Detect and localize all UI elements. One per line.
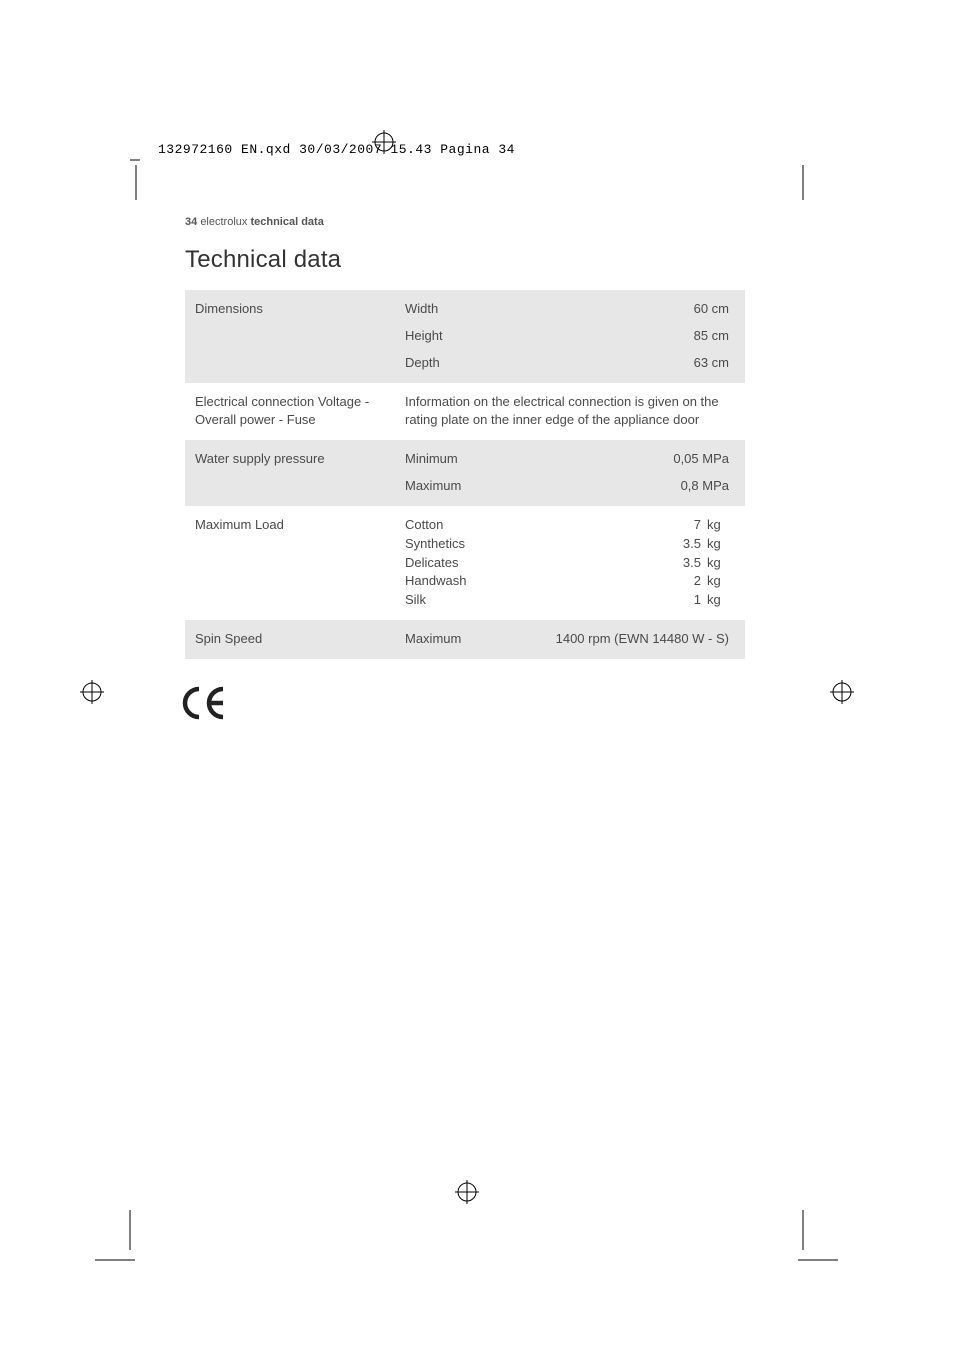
- slug-line: 132972160 EN.qxd 30/03/2007 15.43 Pagina…: [158, 142, 515, 157]
- ce-mark-icon: [181, 685, 745, 726]
- running-head: 34 electrolux technical data: [185, 216, 745, 228]
- load-synthetics-unit: kg: [707, 535, 735, 554]
- crop-mark-bottom-right: [788, 1210, 848, 1290]
- dim-height-value: 85 cm: [641, 327, 735, 346]
- load-cotton-unit: kg: [707, 516, 735, 535]
- load-synthetics-name: Synthetics: [405, 535, 641, 554]
- water-max-value: 0,8 MPa: [641, 477, 735, 496]
- spin-name: Maximum: [405, 630, 495, 649]
- load-handwash-unit: kg: [707, 572, 735, 591]
- registration-mark-bottom: [455, 1180, 479, 1204]
- row-max-load: Maximum Load Cotton 7 kg Synthetics 3.5 …: [185, 506, 745, 620]
- page-content: 34 electrolux technical data Technical d…: [185, 216, 745, 726]
- label-electrical: Electrical connection Voltage - Overall …: [195, 393, 405, 431]
- load-synthetics-value: 3.5: [641, 535, 707, 554]
- row-water: Water supply pressure Minimum 0,05 MPa M…: [185, 440, 745, 506]
- row-dimensions: Dimensions Width 60 cm Height 85 cm Dept…: [185, 290, 745, 383]
- load-cotton-value: 7: [641, 516, 707, 535]
- page-title: Technical data: [185, 246, 745, 274]
- crop-mark-top-right: [788, 130, 818, 200]
- row-electrical: Electrical connection Voltage - Overall …: [185, 383, 745, 441]
- label-max-load: Maximum Load: [195, 516, 405, 610]
- label-dimensions: Dimensions: [195, 300, 405, 373]
- label-spin: Spin Speed: [195, 630, 405, 649]
- load-delicates-value: 3.5: [641, 554, 707, 573]
- load-delicates-unit: kg: [707, 554, 735, 573]
- spin-value: 1400 rpm (EWN 14480 W - S): [495, 630, 735, 649]
- dim-width-value: 60 cm: [641, 300, 735, 319]
- dim-height-name: Height: [405, 327, 641, 346]
- load-silk-name: Silk: [405, 591, 641, 610]
- load-silk-unit: kg: [707, 591, 735, 610]
- water-max-name: Maximum: [405, 477, 641, 496]
- crop-mark-bottom-left: [75, 1210, 135, 1290]
- load-handwash-value: 2: [641, 572, 707, 591]
- dim-depth-name: Depth: [405, 354, 641, 373]
- load-cotton-name: Cotton: [405, 516, 641, 535]
- technical-data-table: Dimensions Width 60 cm Height 85 cm Dept…: [185, 290, 745, 659]
- electrical-text: Information on the electrical connection…: [405, 393, 735, 431]
- dim-depth-value: 63 cm: [641, 354, 735, 373]
- load-handwash-name: Handwash: [405, 572, 641, 591]
- load-delicates-name: Delicates: [405, 554, 641, 573]
- water-min-value: 0,05 MPa: [641, 450, 735, 469]
- water-min-name: Minimum: [405, 450, 641, 469]
- brand: electrolux: [200, 216, 247, 228]
- crop-mark-top-left: [130, 130, 160, 200]
- registration-mark-left: [80, 680, 104, 704]
- section-name: technical data: [250, 216, 323, 228]
- dim-width-name: Width: [405, 300, 641, 319]
- page-number: 34: [185, 216, 197, 228]
- label-water: Water supply pressure: [195, 450, 405, 496]
- registration-mark-right: [830, 680, 854, 704]
- load-silk-value: 1: [641, 591, 707, 610]
- row-spin-speed: Spin Speed Maximum 1400 rpm (EWN 14480 W…: [185, 620, 745, 659]
